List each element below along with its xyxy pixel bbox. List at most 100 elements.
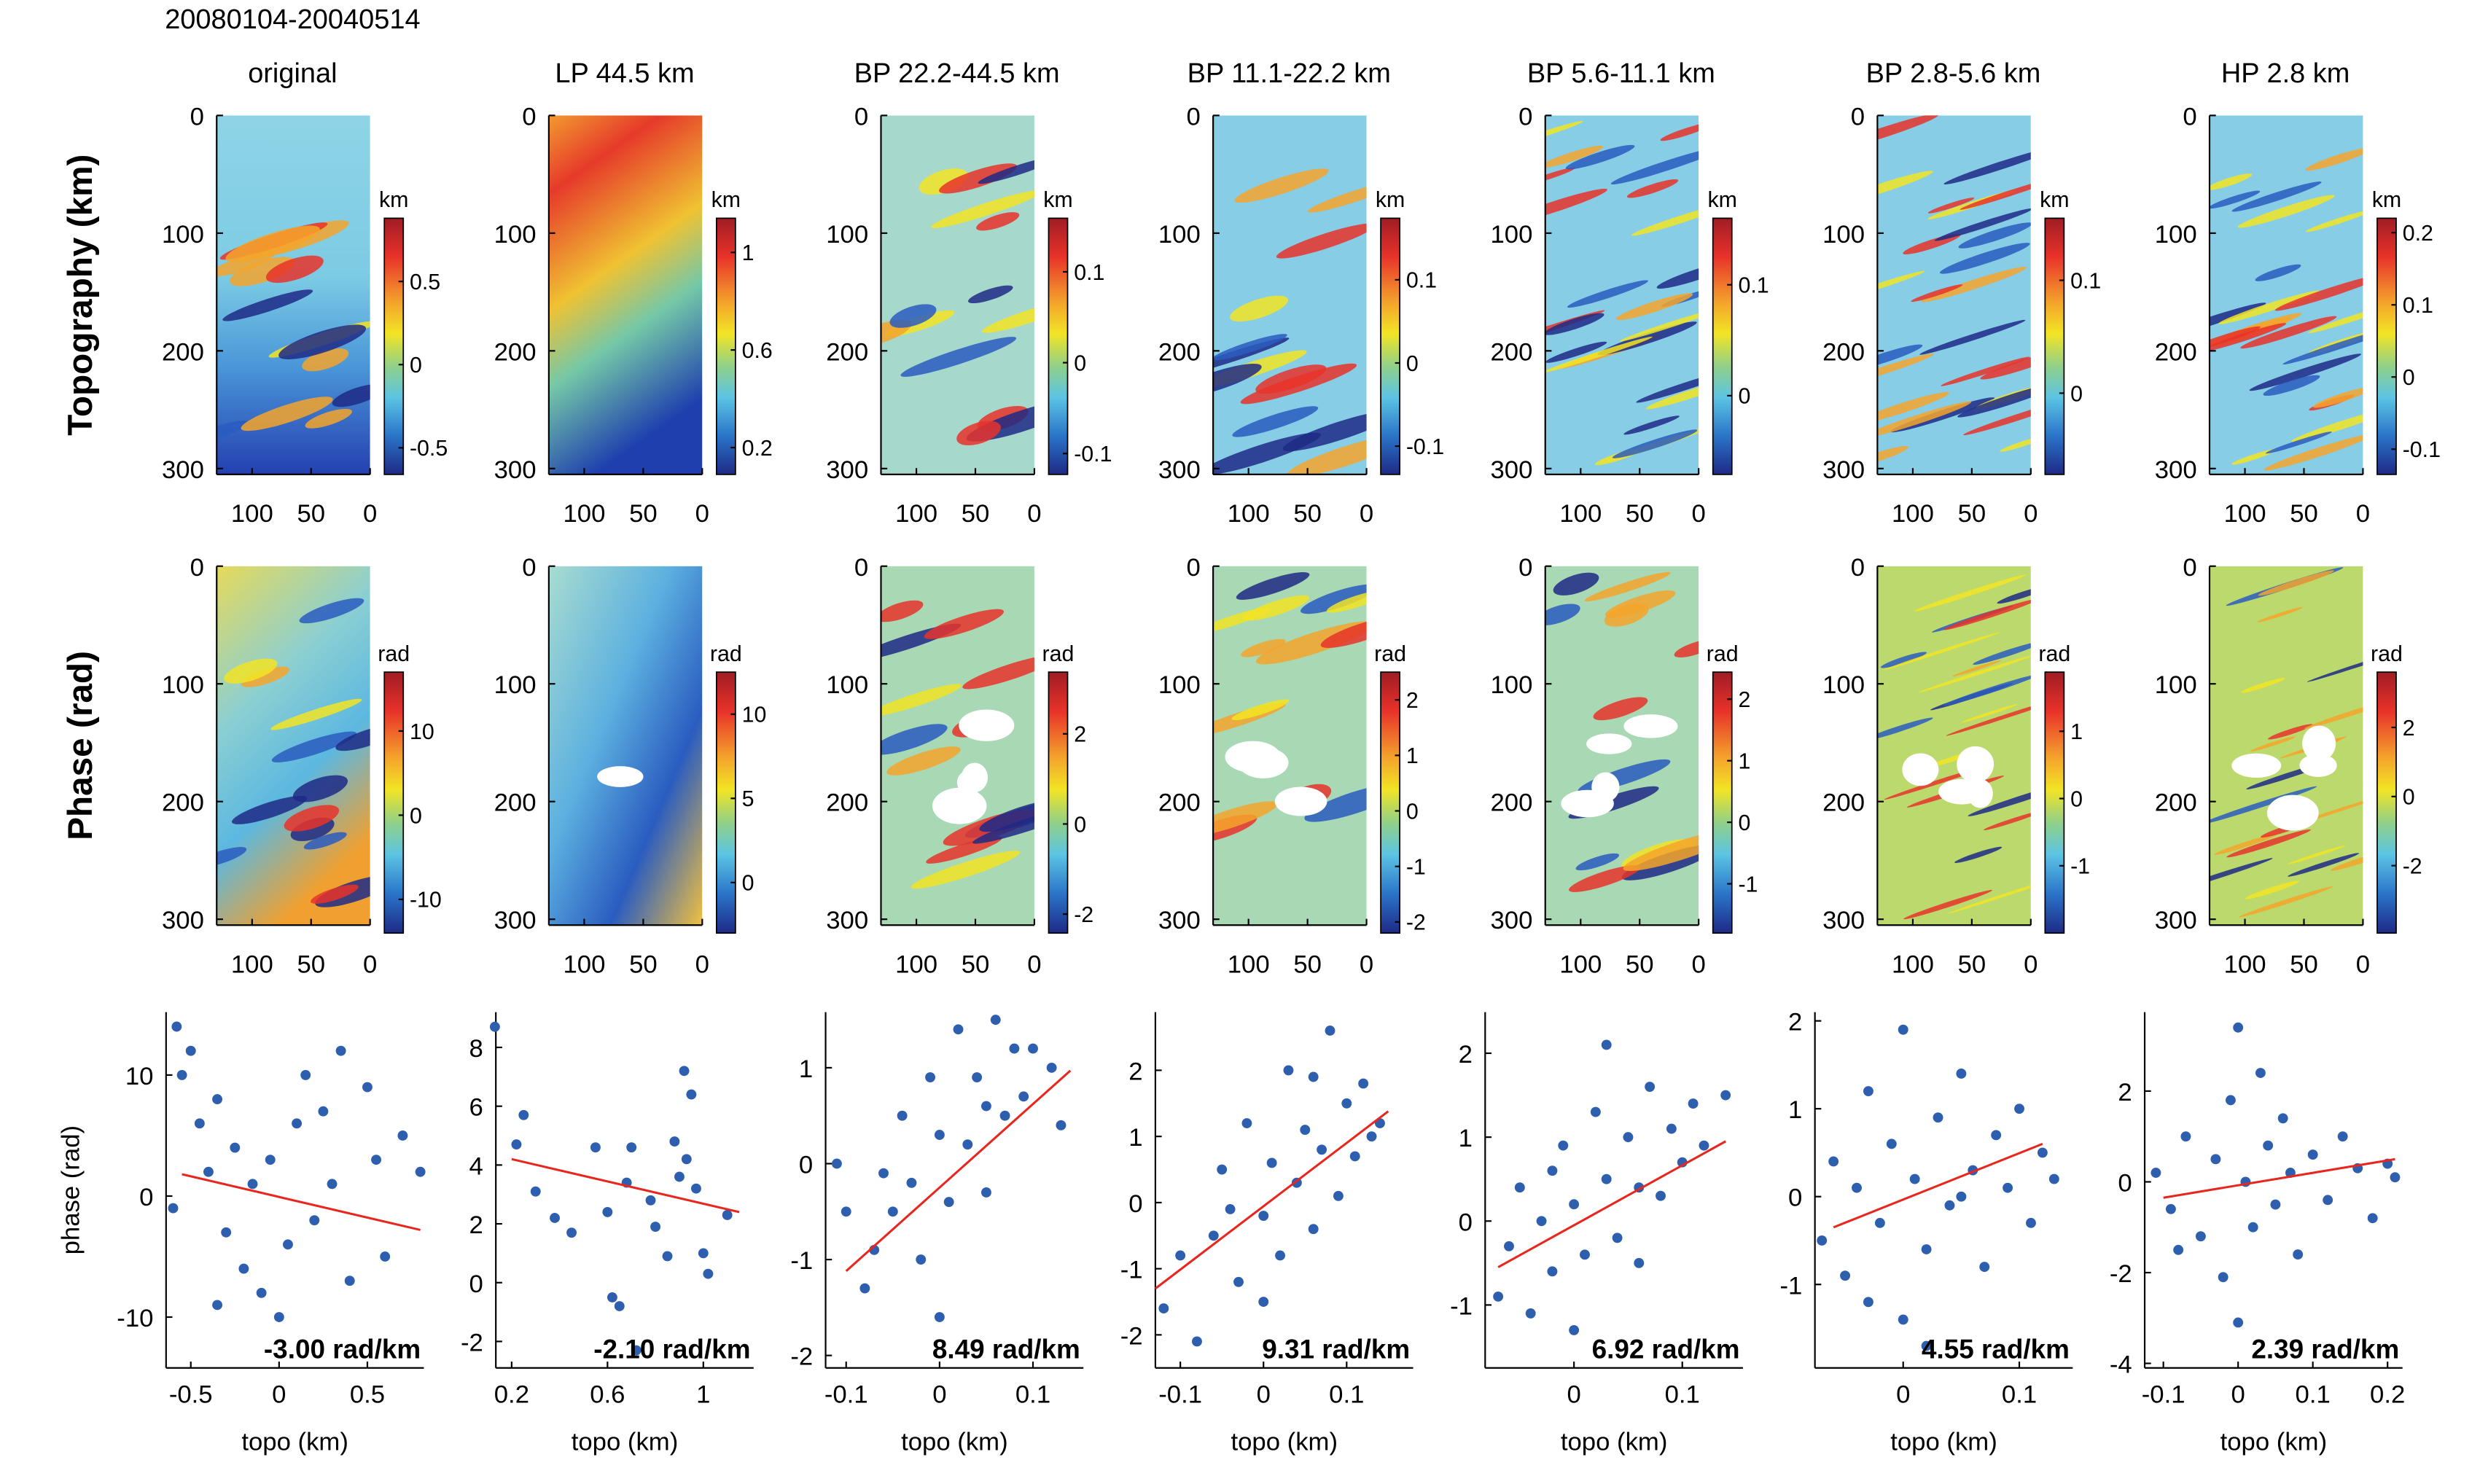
map-feature (1656, 260, 1699, 289)
y-tick-label: 10 (125, 1063, 154, 1090)
map-feature (1255, 364, 1327, 394)
scatter-point (1921, 1340, 1932, 1351)
scatter-point (397, 1130, 408, 1141)
scatter-point (590, 1142, 601, 1153)
map-feature (968, 285, 1013, 304)
scatter-point (335, 1045, 346, 1056)
map-feature (332, 384, 370, 407)
scatter-point (1341, 1098, 1352, 1109)
colorbar-tick-label: 0.1 (1074, 261, 1104, 285)
x-tick-label: 50 (297, 950, 325, 978)
scatter-point (1944, 1200, 1955, 1211)
fit-line (511, 1157, 740, 1214)
scatter-point (1874, 1217, 1885, 1228)
map-feature (1636, 369, 1699, 403)
scatter-point (703, 1268, 714, 1279)
x-tick-label: 50 (629, 950, 658, 978)
y-tick-label: -2 (2110, 1260, 2132, 1288)
y-tick-label: 2 (1459, 1041, 1473, 1069)
scatter-point (327, 1179, 338, 1190)
row-label: Phase (rad) (61, 651, 100, 840)
scatter-point (2390, 1172, 2401, 1183)
y-tick-label: 200 (826, 338, 868, 366)
x-tick-label: 50 (1958, 950, 1986, 978)
x-tick-label: 50 (297, 500, 325, 528)
map-feature (2313, 387, 2363, 408)
scatter-point (309, 1215, 320, 1226)
map-feature (1973, 641, 2031, 665)
colorbar-tick-label: 0.2 (742, 437, 773, 461)
map-feature (1307, 180, 1367, 213)
scatter-point (265, 1155, 276, 1165)
map-feature (1545, 341, 1607, 363)
x-tick-label: 100 (2224, 500, 2266, 528)
y-tick-label: 100 (494, 671, 537, 699)
scatter-point (681, 1154, 692, 1165)
scatter-point (2180, 1131, 2191, 1142)
slope-annotation: -2.10 rad/km (593, 1335, 750, 1364)
colorbar (1380, 671, 1401, 934)
map-feature (972, 804, 1034, 844)
scatter-point (194, 1118, 205, 1129)
x-tick-label: 0 (695, 950, 709, 978)
scatter-point (1863, 1086, 1873, 1096)
x-tick-label: 0 (363, 950, 377, 978)
y-tick-label: 200 (1822, 338, 1865, 366)
scatter-point (2195, 1231, 2206, 1242)
x-tick-label: 50 (962, 950, 990, 978)
map-feature (1660, 122, 1699, 141)
map-image (548, 566, 703, 926)
panel-title: BP 5.6-11.1 km (1527, 58, 1715, 89)
map-base (2209, 566, 2363, 926)
colorbar (2376, 217, 2397, 475)
x-tick-label: 0 (2356, 950, 2370, 978)
fit-line (845, 1069, 1072, 1272)
y-tick-label: 300 (1158, 907, 1201, 934)
map-feature (1234, 168, 1329, 203)
scatter-point (1308, 1071, 1319, 1082)
map-feature (956, 421, 1001, 445)
map-feature (2240, 677, 2285, 693)
scatter-point (999, 1110, 1010, 1121)
scatter-point (292, 1118, 303, 1129)
scatter-point (1192, 1336, 1202, 1347)
map-feature (2231, 449, 2277, 465)
map-feature (1612, 429, 1698, 458)
scatter-point (2337, 1131, 2348, 1142)
map-feature (1877, 354, 1934, 385)
scatter-point (518, 1109, 529, 1120)
y-tick-label: 100 (826, 221, 868, 249)
scatter-point (934, 1130, 945, 1140)
map-feature (881, 684, 962, 717)
map-feature (302, 348, 349, 372)
map-feature (1545, 604, 1580, 625)
y-tick-label: 300 (162, 907, 204, 934)
scatter-point (1933, 1112, 1943, 1123)
scatter-point (1547, 1165, 1558, 1176)
scatter-point (530, 1186, 541, 1197)
colorbar-tick-label: -2 (1406, 911, 1426, 935)
map-feature (2209, 858, 2273, 894)
scatter-point (1863, 1297, 1873, 1308)
map-feature (1565, 144, 1635, 170)
map-feature (2250, 736, 2296, 752)
scatter-point (1258, 1211, 1269, 1221)
y-tick-label: -2 (461, 1329, 483, 1356)
colorbar (1048, 671, 1069, 934)
colorbar (2044, 217, 2065, 475)
map-image (217, 566, 370, 926)
scatter-point (1720, 1090, 1731, 1101)
y-tick-label: -4 (2110, 1351, 2132, 1379)
map-feature (1958, 222, 2031, 249)
slope-annotation: 4.55 rad/km (1922, 1335, 2070, 1364)
map-feature (2266, 431, 2332, 454)
map-feature (1230, 295, 1288, 322)
map-base (548, 566, 703, 926)
y-tick-label: 200 (2155, 789, 2197, 817)
panel-title: BP 22.2-44.5 km (854, 58, 1060, 89)
colorbar-tick-label: 5 (742, 787, 754, 811)
scatter-point (2150, 1168, 2161, 1178)
scatter-point (362, 1082, 373, 1093)
y-tick-label: 4 (469, 1152, 483, 1180)
map-feature (2282, 325, 2363, 365)
